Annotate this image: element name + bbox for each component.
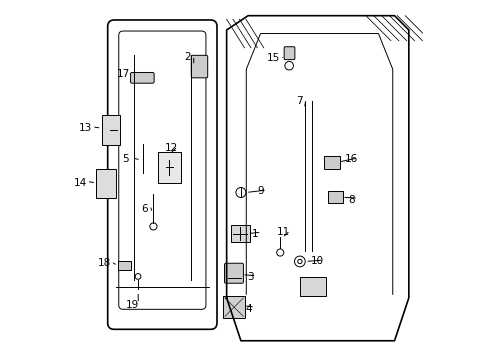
- Text: 8: 8: [347, 195, 354, 204]
- Text: 6: 6: [141, 204, 147, 214]
- FancyBboxPatch shape: [102, 114, 120, 145]
- FancyBboxPatch shape: [96, 169, 115, 198]
- Text: 10: 10: [310, 256, 324, 266]
- Text: 2: 2: [183, 52, 190, 62]
- Text: 18: 18: [98, 258, 111, 268]
- FancyBboxPatch shape: [328, 192, 343, 203]
- FancyBboxPatch shape: [158, 152, 181, 183]
- FancyBboxPatch shape: [284, 47, 294, 60]
- FancyBboxPatch shape: [323, 156, 339, 168]
- Text: 1: 1: [251, 229, 258, 239]
- FancyBboxPatch shape: [130, 72, 154, 83]
- FancyBboxPatch shape: [223, 296, 244, 318]
- Text: 7: 7: [296, 96, 302, 107]
- Text: 11: 11: [277, 227, 290, 237]
- FancyBboxPatch shape: [191, 55, 207, 78]
- Text: 13: 13: [79, 123, 92, 133]
- Text: 5: 5: [122, 154, 129, 164]
- Text: 16: 16: [345, 154, 358, 164]
- Text: 9: 9: [257, 186, 264, 197]
- Text: 19: 19: [125, 300, 138, 310]
- Text: 12: 12: [164, 143, 178, 153]
- Text: 17: 17: [116, 68, 129, 78]
- FancyBboxPatch shape: [118, 261, 130, 270]
- Text: 4: 4: [245, 303, 252, 314]
- Text: 14: 14: [73, 178, 87, 188]
- FancyBboxPatch shape: [300, 277, 325, 296]
- Text: 15: 15: [266, 53, 280, 63]
- FancyBboxPatch shape: [230, 225, 249, 242]
- Text: 3: 3: [246, 272, 253, 282]
- FancyBboxPatch shape: [224, 263, 243, 283]
